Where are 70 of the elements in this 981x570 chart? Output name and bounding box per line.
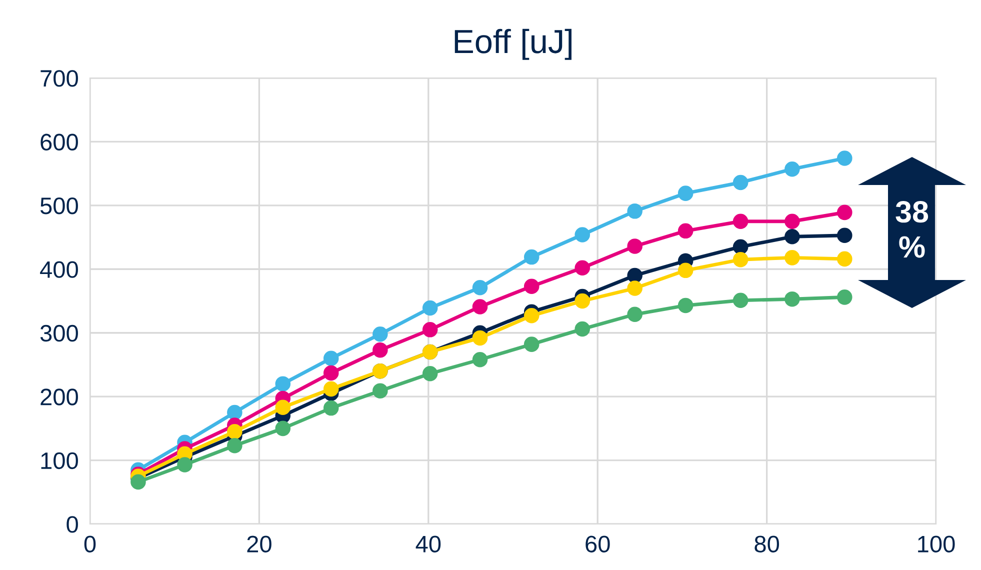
point [227,404,242,420]
point [524,308,540,324]
point [627,204,642,219]
point [372,326,388,342]
point [574,321,590,337]
point [323,365,339,381]
point [323,400,339,416]
point [472,280,488,296]
point [627,268,642,284]
point [372,383,388,398]
point [784,161,800,177]
annotation: 38 % [896,201,928,258]
point [732,292,748,308]
y-tick-label: 600 [40,134,78,150]
point [678,262,694,278]
point [732,239,748,254]
point [678,298,694,314]
point [472,330,488,346]
point [836,150,852,166]
point [784,291,800,307]
x-tick-label: 80 [754,536,780,552]
x-tick-label: 0 [84,536,96,552]
point [836,204,852,220]
point [524,336,540,352]
point [130,474,146,490]
point [836,228,852,244]
point [275,420,291,436]
chart-title: Eoff [uJ] [454,28,572,60]
point [574,260,590,276]
x-tick-label: 40 [416,536,441,552]
point [678,186,694,201]
point [732,252,748,268]
point [275,400,291,416]
point [323,381,339,397]
point [836,251,852,267]
y-tick-label: 0 [66,516,78,533]
point [732,174,748,190]
y-tick-label: 200 [40,388,78,406]
point [177,457,192,472]
point [275,376,291,392]
point [784,214,800,229]
point [524,278,540,294]
point [627,238,642,254]
y-tick-label: 500 [40,197,78,214]
point [627,306,642,322]
point [472,299,488,314]
y-tick-label: 300 [40,324,78,342]
x-tick-label: 20 [247,536,272,552]
y-tick-label: 700 [40,70,78,87]
point [422,366,438,382]
point [227,438,242,454]
point [678,223,694,239]
point [227,424,242,440]
point [574,293,590,309]
point [784,229,800,244]
point [323,350,339,366]
point [422,322,438,338]
y-tick-label: 400 [40,261,78,278]
point [422,300,438,316]
x-tick-label: 100 [918,536,955,552]
point [472,352,488,368]
y-tick-label: 100 [41,452,78,470]
point [836,290,852,305]
point [784,250,800,266]
point [524,249,540,265]
point [574,227,590,242]
point [372,342,388,358]
x-tick-label: 60 [586,536,610,552]
point [732,214,748,229]
point [627,280,642,296]
